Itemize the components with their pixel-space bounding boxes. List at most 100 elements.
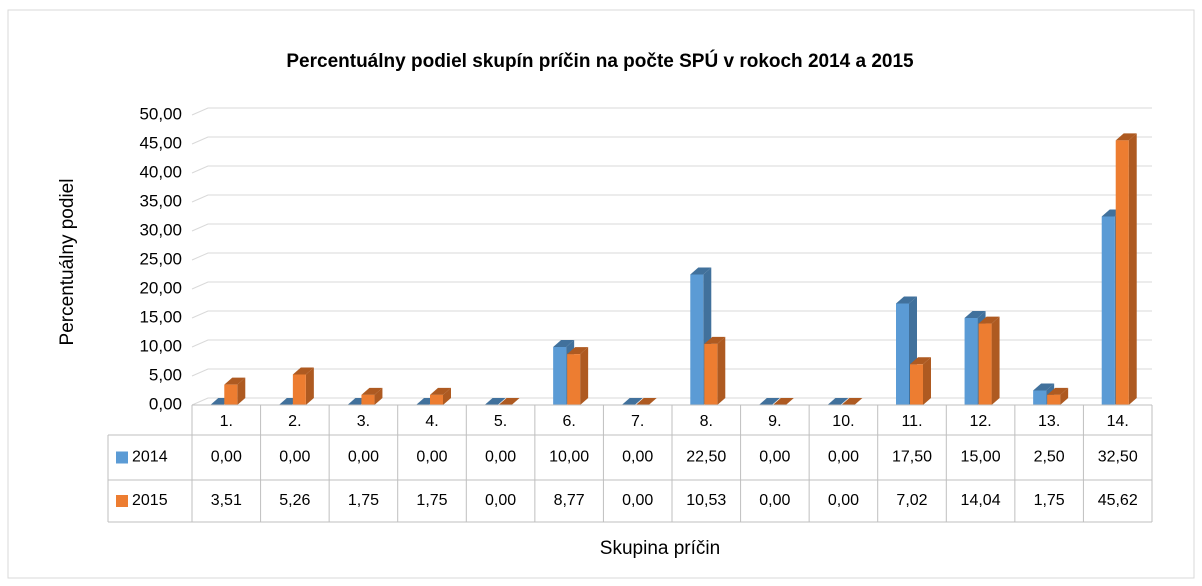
- bar: [1101, 216, 1115, 405]
- data-label: 5,26: [279, 492, 310, 509]
- grid-line: [191, 281, 1152, 290]
- data-label: 0,00: [211, 449, 242, 466]
- grid-line: [191, 252, 1152, 261]
- chart-title: Percentuálny podiel skupín príčin na poč…: [286, 50, 914, 72]
- data-label: 0,00: [485, 449, 516, 466]
- data-label: 15,00: [961, 449, 1001, 466]
- data-label: 7,02: [896, 492, 927, 509]
- bar-side: [1128, 133, 1137, 406]
- data-label: 0,00: [622, 449, 653, 466]
- data-label: 3,51: [211, 492, 242, 509]
- grid-line: [191, 194, 1152, 203]
- data-label: 22,50: [686, 449, 726, 466]
- bar-top: [484, 398, 506, 405]
- bar: [292, 374, 306, 405]
- data-label: 0,00: [759, 449, 790, 466]
- grid-line: [191, 107, 1152, 116]
- x-tick-label: 11.: [901, 413, 922, 430]
- legend-swatch: [116, 495, 128, 507]
- y-tick-label: 5,00: [149, 365, 182, 384]
- data-label: 1,75: [416, 492, 447, 509]
- y-tick-label: 20,00: [139, 278, 182, 297]
- bar-top: [772, 398, 794, 405]
- bar-top: [361, 387, 383, 395]
- chart-border: [7, 9, 1195, 579]
- bar-side: [374, 387, 383, 405]
- data-label: 10,53: [686, 492, 726, 509]
- bar-top: [964, 311, 986, 318]
- bar-top: [758, 398, 780, 405]
- data-label: 0,00: [416, 449, 447, 466]
- bar: [553, 347, 567, 405]
- bar-side: [237, 377, 246, 405]
- data-label: 14,04: [961, 492, 1001, 509]
- x-tick-label: 5.: [494, 413, 507, 430]
- data-label: 17,50: [892, 449, 932, 466]
- bar: [430, 394, 443, 405]
- data-label: 32,50: [1098, 449, 1138, 466]
- y-tick-label: 25,00: [139, 249, 182, 268]
- grid-line: [191, 368, 1152, 377]
- x-axis-label: Skupina príčin: [600, 538, 720, 559]
- data-label: 0,00: [828, 449, 859, 466]
- bar: [361, 394, 375, 405]
- bar: [1033, 390, 1047, 405]
- bar-side: [1060, 387, 1069, 405]
- legend-swatch: [116, 451, 128, 464]
- data-label: 2,50: [1034, 449, 1065, 466]
- bar-top: [553, 340, 575, 347]
- bar-top: [498, 398, 520, 405]
- bar-top: [292, 367, 314, 375]
- bar: [1047, 394, 1061, 405]
- data-label: 10,00: [549, 449, 589, 466]
- bar-top: [704, 336, 726, 344]
- bar: [704, 343, 718, 405]
- y-tick-label: 15,00: [139, 307, 182, 326]
- data-label: 45,62: [1098, 492, 1138, 509]
- x-tick-label: 8.: [700, 413, 713, 430]
- x-tick-label: 4.: [425, 413, 438, 430]
- data-label: 1,75: [348, 492, 379, 509]
- bar: [896, 303, 909, 405]
- data-label: 0,00: [279, 449, 310, 466]
- x-tick-label: 6.: [562, 413, 575, 430]
- bar-side: [443, 387, 451, 405]
- x-tick-label: 2.: [288, 413, 301, 430]
- bar-top: [690, 267, 712, 275]
- bar-top: [910, 357, 931, 365]
- grid-line: [191, 165, 1152, 174]
- bar-side: [991, 316, 1000, 405]
- bar-top: [827, 398, 849, 405]
- bar-top: [896, 296, 917, 304]
- bar: [978, 323, 992, 405]
- bar: [690, 274, 704, 405]
- x-tick-label: 9.: [768, 413, 781, 430]
- bar-top: [1033, 383, 1055, 391]
- data-label: 1,75: [1034, 492, 1065, 509]
- bar-side: [923, 357, 931, 405]
- bar-top: [1115, 133, 1137, 141]
- bar: [567, 354, 581, 405]
- x-tick-label: 7.: [631, 413, 644, 430]
- data-label: 8,77: [554, 492, 585, 509]
- bar-top: [430, 387, 451, 395]
- x-tick-label: 3.: [357, 413, 370, 430]
- x-tick-label: 12.: [969, 413, 991, 430]
- y-tick-label: 0,00: [149, 394, 182, 413]
- grid-line: [191, 136, 1152, 145]
- bar-top: [621, 398, 643, 405]
- bar: [910, 364, 923, 405]
- y-tick-label: 30,00: [139, 220, 182, 239]
- data-label: 0,00: [622, 492, 653, 509]
- x-tick-label: 14.: [1107, 413, 1129, 430]
- y-tick-label: 35,00: [139, 191, 182, 210]
- grid-line: [191, 339, 1152, 348]
- bar-side: [717, 336, 726, 405]
- bar: [1115, 140, 1129, 406]
- bar: [224, 384, 238, 405]
- bar-top: [841, 398, 863, 405]
- data-label: 0,00: [348, 449, 379, 466]
- y-tick-label: 45,00: [139, 133, 182, 152]
- bar-side: [305, 367, 314, 405]
- legend-label: 2015: [132, 492, 168, 509]
